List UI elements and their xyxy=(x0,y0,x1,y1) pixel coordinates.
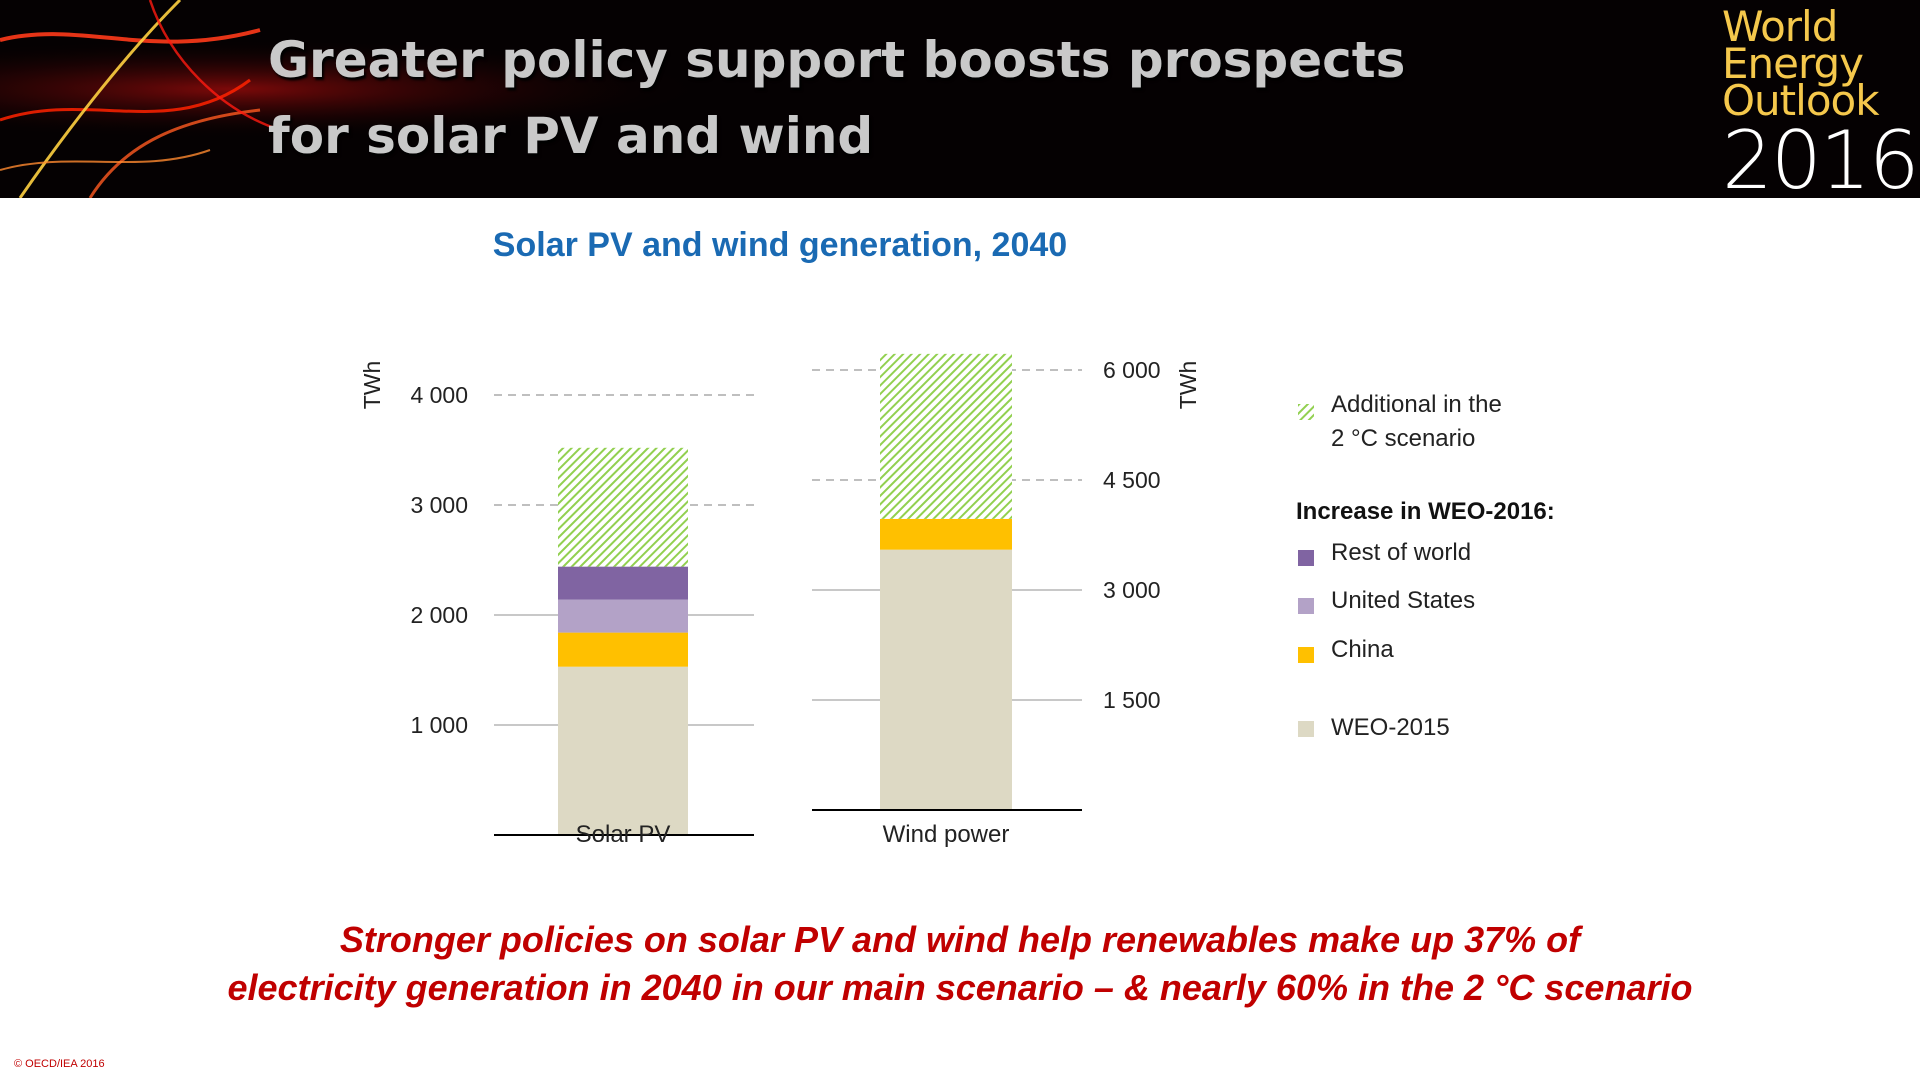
header-light-streaks-graphic xyxy=(0,0,1920,198)
slide-title: Greater policy support boosts prospects … xyxy=(268,31,1406,165)
legend-swatch xyxy=(1298,598,1314,614)
axes: 1 000 2 000 3 000 4 000 Solar PV TWh 1 500 3 00… xyxy=(359,357,1201,848)
bar-segment-china xyxy=(880,518,1012,550)
bar-segment-additional-in-the-2-c-scenario xyxy=(558,447,688,567)
bar-segment-china xyxy=(558,632,688,667)
slide-header: Greater policy support boosts prospects … xyxy=(0,0,1920,198)
y-tick-label: 4 500 xyxy=(1103,467,1161,493)
bar-stacks xyxy=(558,353,1012,835)
category-label: Solar PV xyxy=(576,821,671,848)
legend-label: United States xyxy=(1331,587,1476,614)
y-tick-label: 6 000 xyxy=(1103,357,1161,383)
y-axis-unit-label: TWh xyxy=(1175,361,1201,410)
logo-line-2: Energy xyxy=(1722,39,1864,88)
y-tick-label: 3 000 xyxy=(1103,577,1161,603)
y-tick-label: 4 000 xyxy=(410,382,468,408)
slide-caption: Stronger policies on solar PV and wind h… xyxy=(227,919,1693,1008)
bar-segment-weo-2015 xyxy=(880,549,1012,810)
bar-segment-united-states xyxy=(558,599,688,633)
y-tick-label: 3 000 xyxy=(410,492,468,518)
legend-label: WEO-2015 xyxy=(1331,714,1450,741)
copyright-notice: © OECD/IEA 2016 xyxy=(14,1058,105,1070)
legend-heading: Increase in WEO-2016: xyxy=(1296,498,1555,525)
bar-segment-additional-in-the-2-c-scenario xyxy=(880,353,1012,519)
legend-swatch xyxy=(1298,647,1314,663)
logo-year: 2016 xyxy=(1722,114,1920,199)
legend-label: Additional in the 2 °C scenario xyxy=(1331,391,1502,452)
y-tick-label: 2 000 xyxy=(410,602,468,628)
bar-segment-weo-2015 xyxy=(558,666,688,835)
chart-title: Solar PV and wind generation, 2040 xyxy=(492,226,1068,264)
legend-swatch-hatched xyxy=(1298,404,1314,420)
y-axis-unit-label: TWh xyxy=(359,361,385,410)
legend-label: Rest of world xyxy=(1331,539,1472,566)
logo-line-1: World xyxy=(1722,2,1838,51)
bar-segment-rest-of-world xyxy=(558,566,688,600)
category-label: Wind power xyxy=(883,821,1010,848)
legend-swatch xyxy=(1298,721,1314,737)
logo-line-3: Outlook xyxy=(1722,76,1880,125)
y-tick-label: 1 500 xyxy=(1103,687,1161,713)
legend-swatch xyxy=(1298,550,1314,566)
y-tick-label: 1 000 xyxy=(410,712,468,738)
legend-label: China xyxy=(1331,636,1394,663)
world-energy-outlook-logo: World Energy Outlook 2016 xyxy=(1722,2,1920,199)
